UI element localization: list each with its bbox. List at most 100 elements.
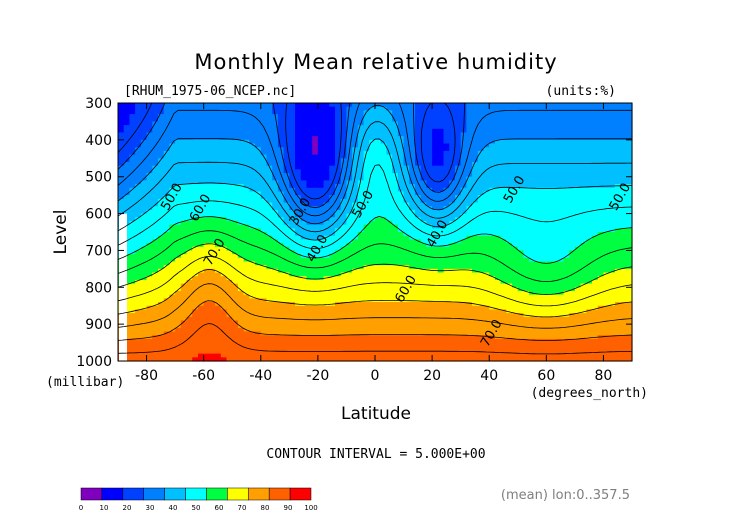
- heatmap-cell: [220, 261, 228, 266]
- heatmap-cell: [375, 353, 382, 358]
- heatmap-cell: [426, 353, 433, 358]
- heatmap-cell: [443, 184, 450, 189]
- heatmap-cell: [483, 136, 490, 141]
- heatmap-cell: [260, 316, 268, 322]
- heatmap-cell: [346, 353, 353, 358]
- heatmap-cell: [157, 117, 165, 123]
- heatmap-cell: [237, 191, 245, 196]
- heatmap-cell: [197, 265, 205, 270]
- heatmap-cell: [140, 161, 148, 167]
- heatmap-cell: [426, 176, 433, 181]
- heatmap-cell: [335, 132, 342, 137]
- heatmap-cell: [249, 305, 256, 310]
- heatmap-cell: [203, 305, 210, 310]
- heatmap-cell: [129, 209, 136, 215]
- heatmap-cell: [449, 147, 456, 152]
- heatmap-cell: [197, 154, 205, 159]
- heatmap-cell: [306, 150, 313, 156]
- heatmap-cell: [249, 265, 256, 270]
- heatmap-cell: [180, 209, 188, 215]
- heatmap-cell: [317, 349, 325, 355]
- heatmap-cell: [472, 154, 479, 159]
- heatmap-cell: [317, 254, 325, 259]
- heatmap-cell: [403, 265, 410, 270]
- heatmap-cell: [369, 220, 376, 226]
- heatmap-cell: [163, 305, 170, 310]
- heatmap-cell: [232, 279, 239, 285]
- heatmap-cell: [277, 239, 285, 244]
- heatmap-cell: [169, 169, 176, 174]
- heatmap-cell: [494, 195, 502, 200]
- heatmap-cell: [283, 161, 290, 167]
- heatmap-cell: [312, 161, 319, 167]
- heatmap-cell: [209, 290, 216, 296]
- heatmap-cell: [220, 187, 228, 193]
- heatmap-cell: [266, 191, 273, 196]
- heatmap-cell: [255, 239, 262, 244]
- heatmap-cell: [483, 128, 490, 134]
- heatmap-cell: [140, 290, 148, 296]
- heatmap-cell: [449, 298, 456, 303]
- heatmap-cell: [289, 128, 296, 134]
- heatmap-cell: [266, 232, 273, 237]
- heatmap-cell: [409, 195, 416, 200]
- heatmap-cell: [340, 147, 348, 152]
- heatmap-cell: [169, 305, 176, 310]
- heatmap-cell: [523, 110, 530, 115]
- heatmap-cell: [477, 176, 485, 181]
- heatmap-cell: [386, 305, 393, 310]
- heatmap-cell: [397, 239, 405, 244]
- heatmap-cell: [432, 324, 439, 329]
- heatmap-cell: [226, 298, 233, 303]
- heatmap-cell: [209, 110, 216, 115]
- heatmap-cell: [517, 217, 525, 222]
- heatmap-cell: [380, 125, 388, 130]
- heatmap-cell: [283, 125, 290, 130]
- heatmap-cell: [277, 184, 285, 189]
- heatmap-cell: [357, 235, 365, 240]
- heatmap-cell: [443, 169, 450, 174]
- heatmap-cell: [123, 169, 131, 174]
- heatmap-cell: [329, 209, 336, 215]
- heatmap-cell: [163, 268, 170, 274]
- heatmap-cell: [306, 213, 313, 218]
- heatmap-cell: [397, 224, 405, 229]
- heatmap-cell: [175, 117, 182, 123]
- heatmap-cell: [426, 276, 433, 281]
- heatmap-cell: [175, 235, 182, 240]
- heatmap-cell: [186, 250, 193, 255]
- heatmap-cell: [175, 147, 182, 152]
- heatmap-cell: [483, 294, 490, 299]
- heatmap-cell: [352, 342, 359, 347]
- heatmap-cell: [352, 250, 359, 255]
- heatmap-cell: [169, 276, 176, 281]
- heatmap-cell: [295, 125, 302, 130]
- heatmap-cell: [380, 165, 388, 170]
- heatmap-cell: [152, 206, 159, 211]
- heatmap-cell: [329, 117, 336, 123]
- heatmap-cell: [129, 261, 136, 266]
- heatmap-cell: [335, 261, 342, 266]
- heatmap-cell: [226, 220, 233, 226]
- heatmap-cell: [306, 132, 313, 137]
- heatmap-cell: [512, 268, 519, 274]
- heatmap-cell: [175, 169, 182, 174]
- heatmap-cell: [454, 217, 462, 222]
- heatmap-cell: [243, 165, 250, 170]
- heatmap-cell: [295, 114, 302, 119]
- heatmap-cell: [494, 173, 502, 178]
- heatmap-cell: [386, 246, 393, 252]
- heatmap-cell: [414, 331, 422, 336]
- heatmap-cell: [443, 224, 450, 229]
- heatmap-cell: [237, 320, 245, 325]
- heatmap-cell: [414, 276, 422, 281]
- heatmap-cell: [437, 228, 445, 233]
- heatmap-cell: [197, 173, 205, 178]
- heatmap-cell: [163, 150, 170, 156]
- heatmap-cell: [443, 232, 450, 237]
- heatmap-cell: [157, 268, 165, 274]
- heatmap-cell: [300, 154, 308, 159]
- heatmap-cell: [157, 287, 165, 292]
- heatmap-cell: [129, 206, 136, 211]
- heatmap-cell: [215, 117, 222, 123]
